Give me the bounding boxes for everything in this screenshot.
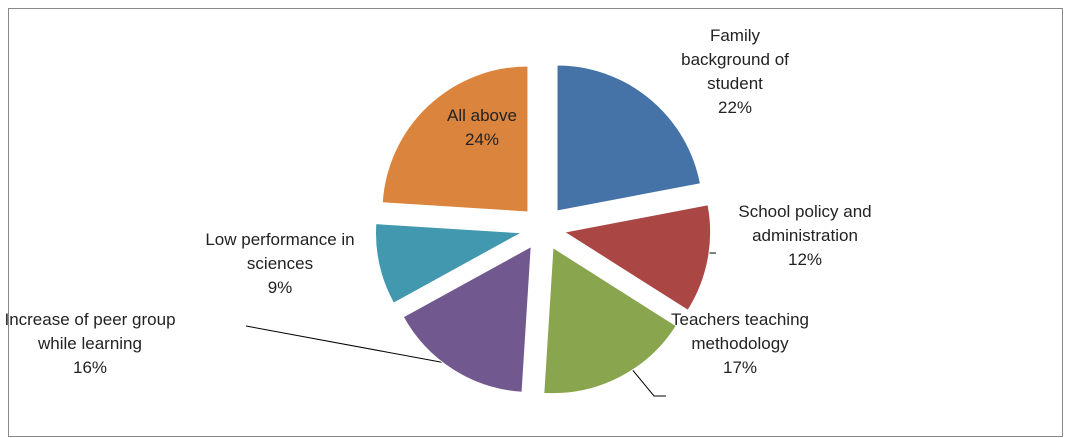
chart-frame (8, 8, 1063, 437)
value-label: 17% (722, 358, 758, 377)
value-label: 24% (464, 130, 500, 149)
leader-line (625, 361, 666, 397)
pie-slice (375, 223, 524, 304)
value-label: 22% (717, 98, 753, 117)
leader-line (245, 325, 463, 367)
pie-slice (563, 204, 712, 312)
data-label: All above 24% (442, 104, 522, 152)
category-label: Low performance in sciences (205, 230, 355, 273)
data-label: Increase of peer group while learning 16% (0, 308, 180, 380)
category-label: School policy and administration (738, 202, 872, 245)
category-label: Increase of peer group while learning (4, 310, 176, 353)
pie-slice (381, 65, 529, 213)
category-label: All above (447, 106, 517, 125)
data-label: School policy and administration 12% (700, 200, 910, 272)
data-label: Family background of student 22% (665, 24, 805, 120)
value-label: 12% (787, 250, 823, 269)
category-label: Family background of student (681, 26, 789, 93)
data-label: Low performance in sciences 9% (180, 228, 380, 300)
data-label: Teachers teaching methodology 17% (670, 308, 810, 380)
category-label: Teachers teaching methodology (671, 310, 809, 353)
pie-slice (402, 245, 532, 393)
value-label: 9% (267, 278, 293, 297)
pie-slice (543, 246, 677, 395)
pie-slice (556, 64, 702, 212)
value-label: 16% (72, 358, 108, 377)
